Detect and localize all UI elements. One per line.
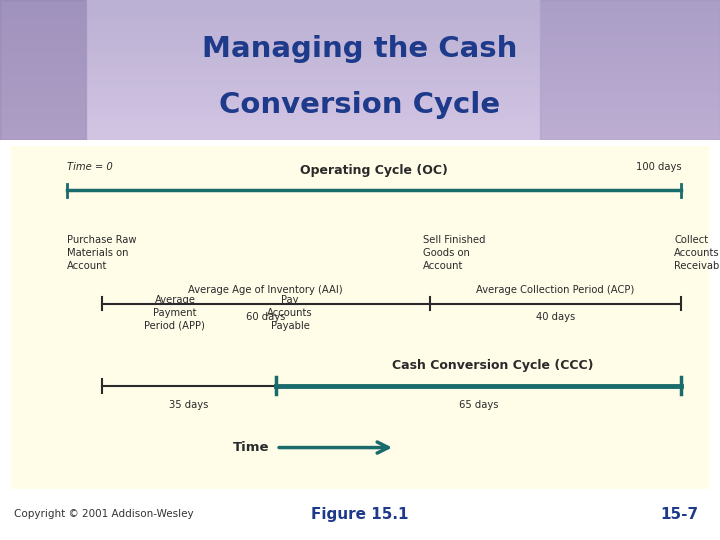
Text: Sell Finished
Goods on
Account: Sell Finished Goods on Account <box>423 235 485 272</box>
Text: 35 days: 35 days <box>169 400 209 409</box>
Bar <box>0 0 86 140</box>
Text: Purchase Raw
Materials on
Account: Purchase Raw Materials on Account <box>67 235 136 272</box>
Text: 15-7: 15-7 <box>660 507 698 522</box>
Bar <box>540 0 720 140</box>
Text: Cash Conversion Cycle (CCC): Cash Conversion Cycle (CCC) <box>392 359 593 372</box>
Text: Conversion Cycle: Conversion Cycle <box>220 91 500 119</box>
Text: Managing the Cash: Managing the Cash <box>202 35 518 63</box>
Text: 65 days: 65 days <box>459 400 498 409</box>
Text: Pay
Accounts
Payable: Pay Accounts Payable <box>267 294 313 331</box>
Text: 60 days: 60 days <box>246 312 285 322</box>
Text: Average
Payment
Period (APP): Average Payment Period (APP) <box>145 294 205 331</box>
Bar <box>86 0 540 140</box>
Text: Copyright © 2001 Addison-Wesley: Copyright © 2001 Addison-Wesley <box>14 509 194 519</box>
Text: 100 days: 100 days <box>636 161 681 172</box>
Text: Average Age of Inventory (AAI): Average Age of Inventory (AAI) <box>189 285 343 295</box>
Text: Collect
Accounts
Receivable: Collect Accounts Receivable <box>675 235 720 272</box>
Text: Time = 0: Time = 0 <box>67 161 112 172</box>
Text: Figure 15.1: Figure 15.1 <box>311 507 409 522</box>
Text: Average Collection Period (ACP): Average Collection Period (ACP) <box>477 285 634 295</box>
Text: Time: Time <box>233 441 269 454</box>
Text: 40 days: 40 days <box>536 312 575 322</box>
Text: Operating Cycle (OC): Operating Cycle (OC) <box>300 164 448 177</box>
